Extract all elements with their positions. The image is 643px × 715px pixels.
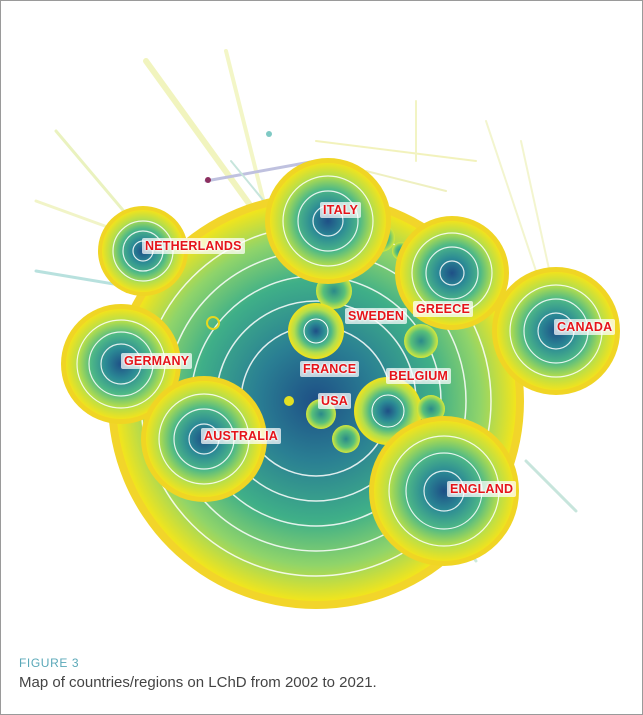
node-label-australia: AUSTRALIA: [201, 428, 282, 444]
node-label-england: ENGLAND: [447, 481, 517, 497]
figure-caption: Map of countries/regions on LChD from 20…: [19, 674, 377, 691]
england-node: [369, 416, 519, 566]
node-label-belgium: BELGIUM: [386, 368, 452, 384]
node-label-germany: GERMANY: [121, 353, 193, 369]
node-label-sweden: SWEDEN: [345, 308, 408, 324]
node-label-canada: CANADA: [554, 319, 616, 335]
node-label-france: FRANCE: [300, 361, 360, 377]
node-label-greece: GREECE: [413, 301, 473, 317]
italy-node: [265, 158, 391, 284]
node-label-netherlands: NETHERLANDS: [142, 238, 245, 254]
node-label-usa: USA: [318, 393, 351, 409]
node-label-italy: ITALY: [320, 202, 362, 218]
country-network-map: [34, 49, 620, 609]
figure-label: FIGURE 3: [19, 656, 80, 670]
